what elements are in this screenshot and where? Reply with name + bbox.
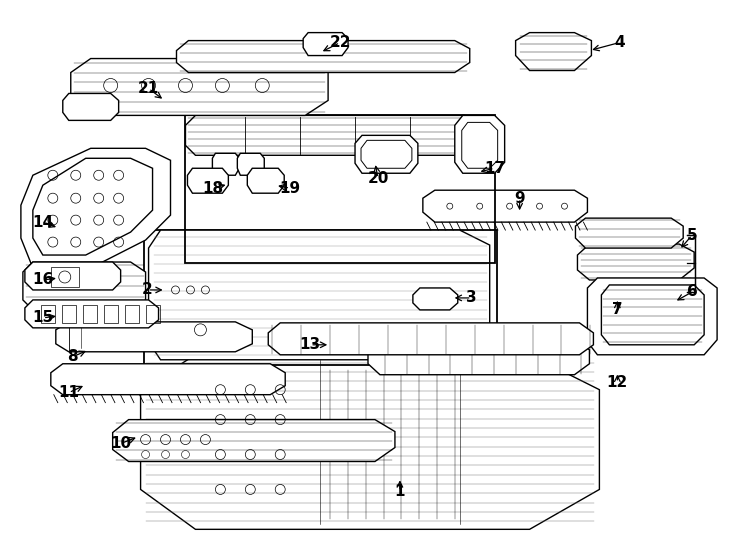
Polygon shape	[515, 32, 592, 71]
Polygon shape	[176, 40, 470, 72]
Bar	[51, 267, 79, 287]
Bar	[145, 305, 159, 323]
Polygon shape	[187, 168, 228, 193]
Polygon shape	[368, 340, 589, 375]
Text: 10: 10	[110, 436, 131, 451]
Text: 21: 21	[138, 81, 159, 96]
Polygon shape	[423, 190, 587, 222]
Text: 20: 20	[367, 171, 389, 186]
Polygon shape	[63, 93, 119, 120]
Polygon shape	[23, 262, 145, 310]
Bar	[103, 305, 117, 323]
Text: 13: 13	[299, 338, 321, 352]
Polygon shape	[303, 32, 348, 56]
Text: 6: 6	[687, 285, 697, 300]
Polygon shape	[148, 230, 490, 360]
Text: 15: 15	[32, 310, 54, 326]
Bar	[125, 305, 139, 323]
Bar	[62, 305, 76, 323]
Polygon shape	[21, 148, 170, 268]
Text: 5: 5	[687, 227, 697, 242]
Text: 17: 17	[484, 161, 505, 176]
Bar	[83, 305, 97, 323]
Polygon shape	[455, 116, 505, 173]
Polygon shape	[355, 136, 418, 173]
Text: 18: 18	[202, 181, 223, 195]
Text: 14: 14	[32, 214, 54, 230]
Polygon shape	[25, 300, 159, 328]
Bar	[186, 116, 495, 263]
Text: 19: 19	[280, 181, 301, 195]
Polygon shape	[237, 153, 264, 176]
Text: 7: 7	[612, 302, 622, 318]
Text: 4: 4	[614, 35, 625, 50]
Text: 1: 1	[395, 484, 405, 499]
Polygon shape	[25, 262, 120, 290]
Polygon shape	[70, 58, 328, 116]
Polygon shape	[186, 116, 480, 156]
Text: 2: 2	[142, 282, 153, 298]
Polygon shape	[56, 322, 252, 352]
Polygon shape	[578, 244, 694, 280]
Polygon shape	[141, 355, 600, 529]
Polygon shape	[575, 218, 683, 248]
Text: 9: 9	[515, 191, 525, 206]
Bar	[41, 305, 55, 323]
Text: 16: 16	[32, 273, 54, 287]
Polygon shape	[268, 323, 593, 355]
Polygon shape	[587, 278, 717, 355]
Polygon shape	[247, 168, 284, 193]
Text: 11: 11	[58, 385, 79, 400]
Text: 12: 12	[607, 375, 628, 390]
Polygon shape	[212, 153, 239, 176]
Polygon shape	[413, 288, 458, 310]
Text: 8: 8	[68, 349, 78, 364]
Polygon shape	[112, 420, 395, 462]
Polygon shape	[51, 364, 286, 395]
Bar	[144, 230, 497, 364]
Text: 3: 3	[466, 291, 477, 306]
Text: 22: 22	[330, 35, 351, 50]
